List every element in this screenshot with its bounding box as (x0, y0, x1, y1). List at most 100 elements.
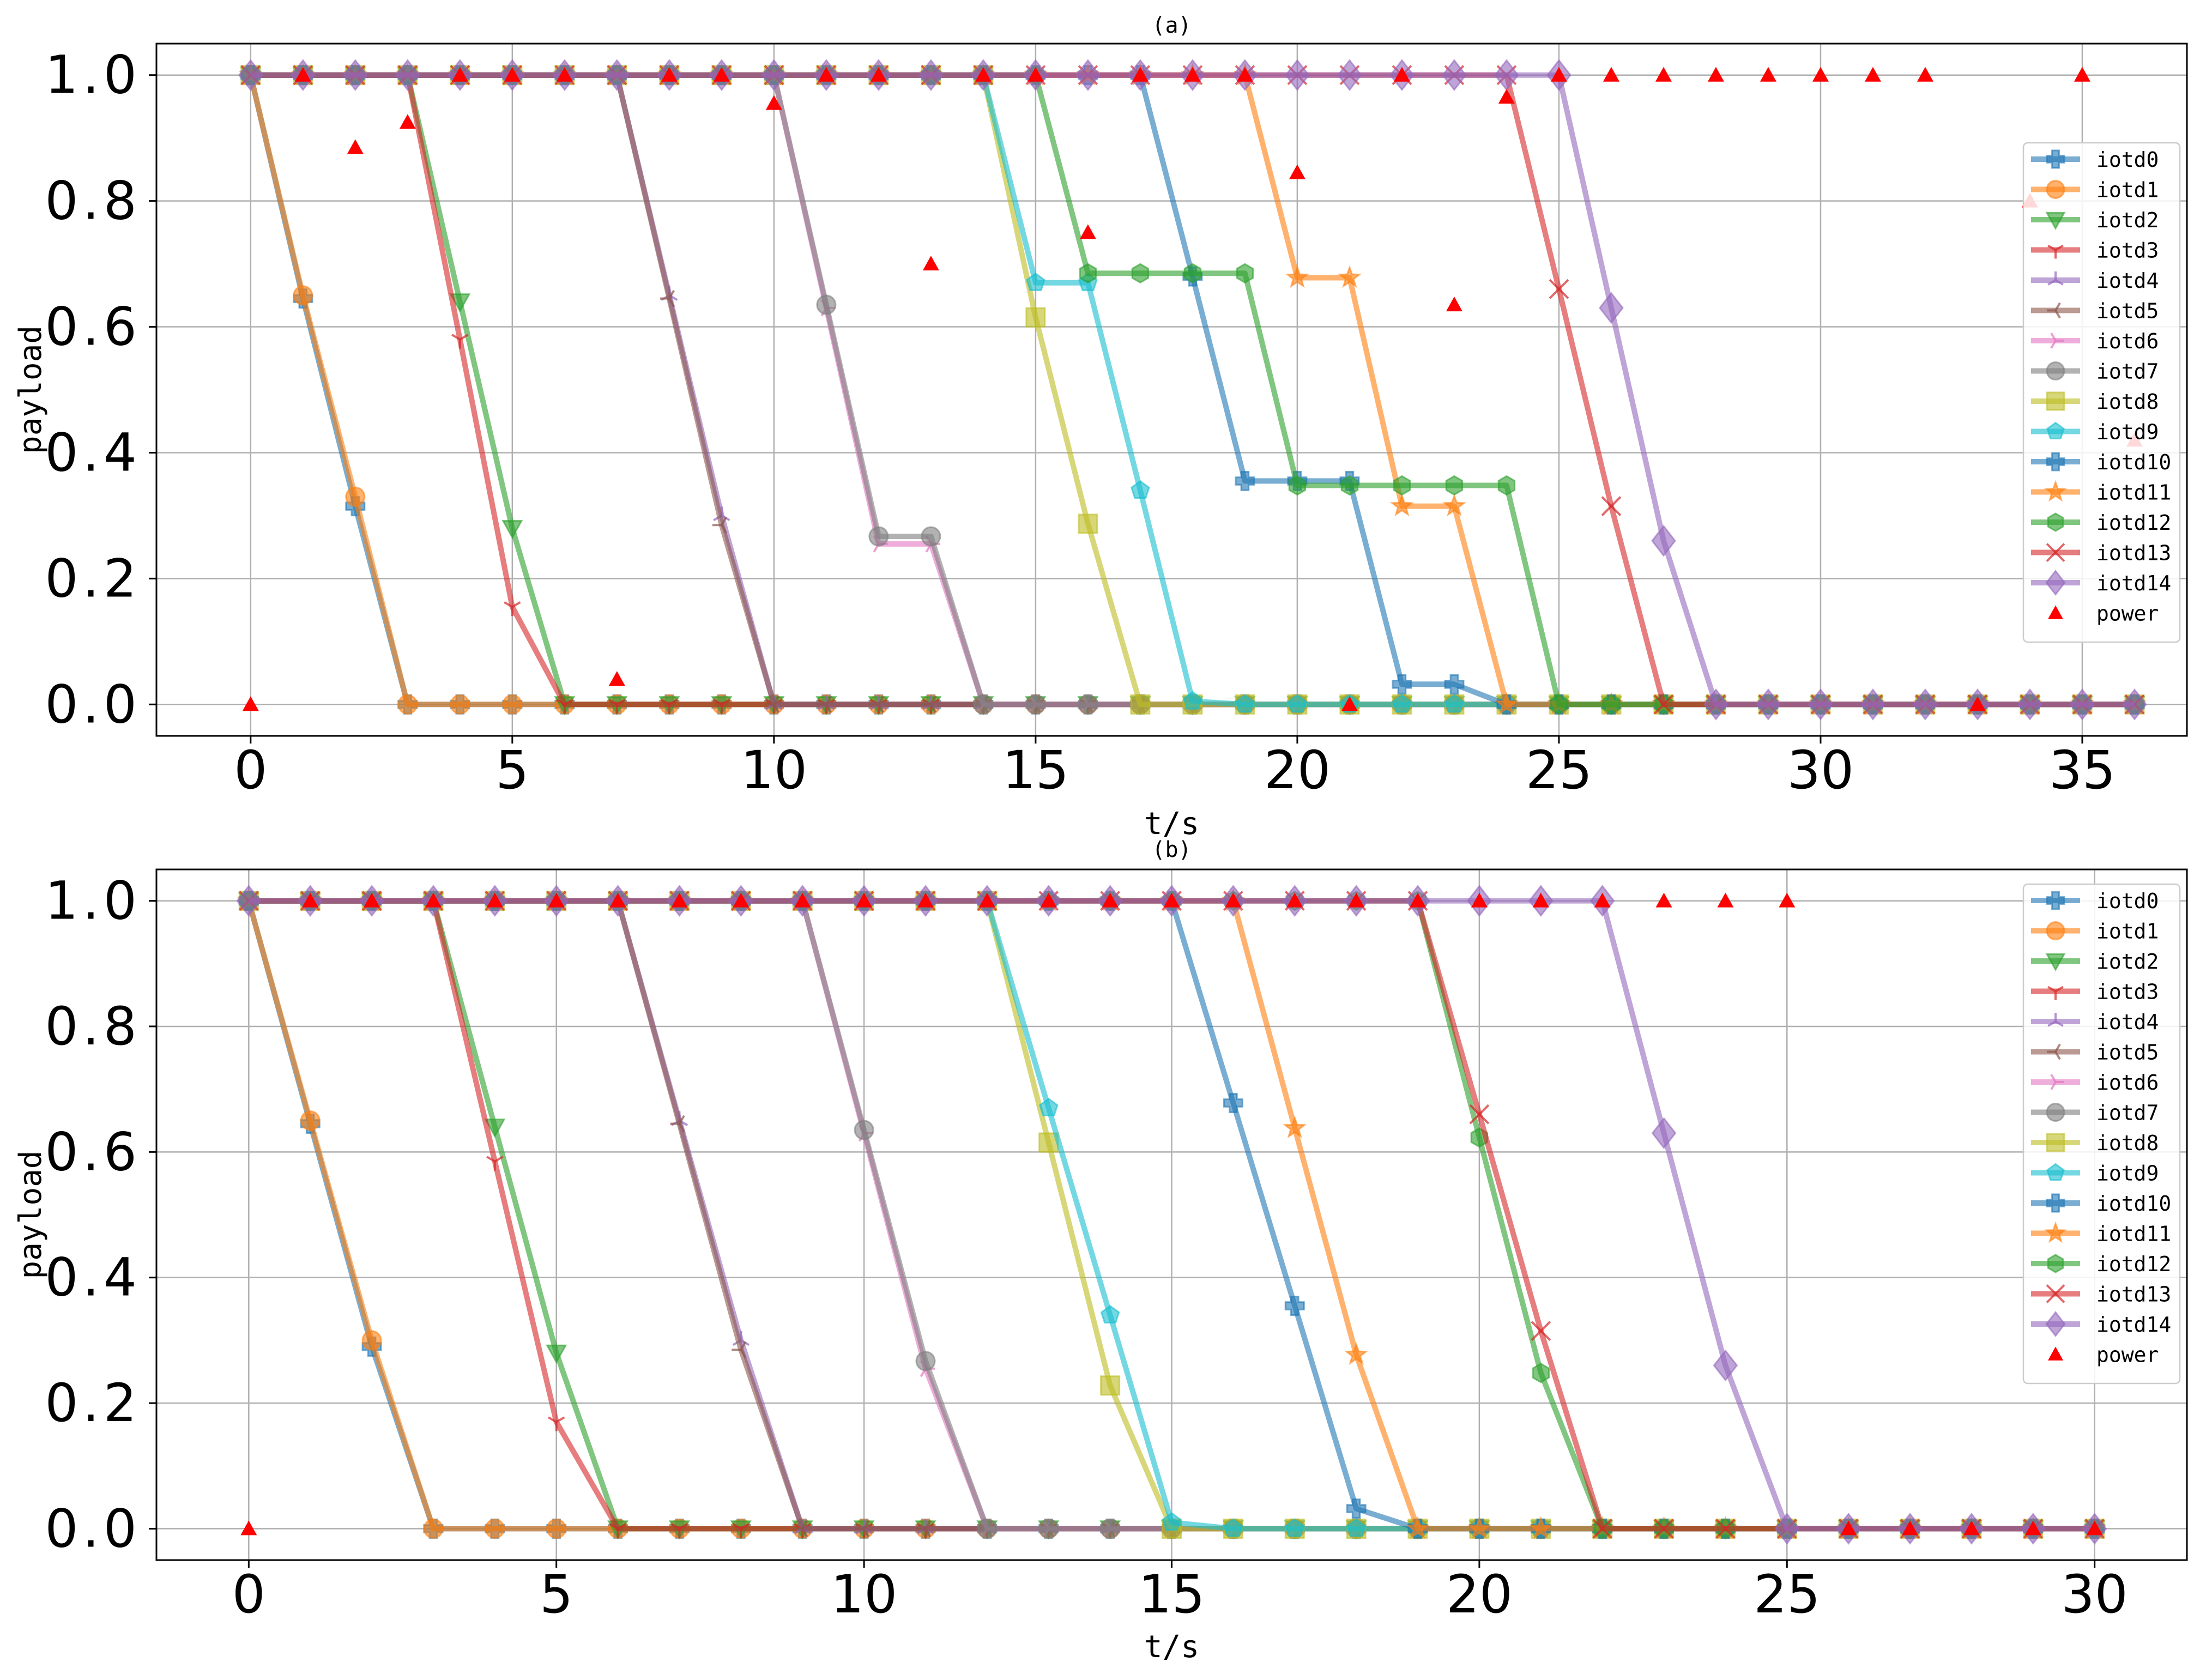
data-point-iotd3 (713, 699, 730, 714)
data-point-iotd14 (1494, 59, 1519, 92)
data-point-iotd12 (1497, 475, 1516, 496)
data-point-iotd1 (293, 285, 313, 306)
data-point-iotd7 (868, 526, 889, 547)
legend-label: iotd7 (2096, 360, 2159, 384)
legend-label: iotd13 (2096, 1283, 2171, 1307)
data-point-power (1840, 1520, 1857, 1536)
series-iotd12 (241, 64, 2144, 715)
data-point-iotd3 (547, 1416, 565, 1431)
data-point-power (1163, 892, 1180, 908)
x-axis-label: t/s (1144, 1629, 1199, 1665)
data-point-power (608, 671, 625, 686)
data-point-iotd8 (1078, 513, 1098, 534)
legend-marker (2047, 1254, 2064, 1273)
legend-marker (2047, 512, 2064, 532)
data-point-power (399, 114, 416, 129)
data-point-iotd7 (1038, 1518, 1059, 1539)
y-tick-label: 0.6 (45, 297, 141, 358)
legend-marker (2044, 1221, 2067, 1243)
legend-item: iotd0 (2031, 889, 2159, 913)
data-point-iotd11 (1406, 1516, 1430, 1539)
chart-title-a: (a) (1152, 13, 1191, 38)
legend-item: iotd1 (2031, 178, 2159, 202)
data-point-power (1286, 892, 1303, 908)
legend-marker (2047, 302, 2061, 319)
data-point-power (294, 67, 311, 82)
series-iotd8 (240, 65, 2145, 715)
legend-marker (2047, 244, 2064, 259)
data-point-iotd11 (1337, 265, 1362, 288)
data-point-iotd3 (486, 1156, 504, 1171)
legend-item: iotd11 (2031, 480, 2171, 505)
x-tick-label: 10 (831, 1564, 897, 1625)
legend-label: iotd2 (2096, 950, 2159, 974)
legend-marker (2046, 421, 2065, 439)
data-point-iotd14 (238, 59, 263, 92)
legend-label: iotd8 (2096, 390, 2159, 414)
data-point-iotd14 (1337, 59, 1362, 92)
series-iotd11 (238, 62, 2147, 715)
x-tick-label: 0 (232, 1564, 265, 1625)
series-layer (238, 59, 2147, 721)
data-point-iotd9 (1287, 694, 1307, 713)
data-point-iotd9 (1025, 272, 1045, 291)
legend-label: iotd4 (2096, 1010, 2159, 1034)
legend-label: iotd3 (2096, 239, 2159, 263)
series-power (242, 67, 2143, 711)
legend-label: iotd0 (2096, 889, 2159, 913)
data-point-iotd12 (1340, 475, 1359, 496)
legend-marker (2046, 891, 2065, 910)
data-point-iotd12 (1532, 1363, 1550, 1383)
series-iotd10 (240, 65, 2145, 715)
y-tick-label: 0.4 (45, 422, 141, 483)
series-line-iotd8 (250, 72, 2135, 708)
data-point-power (548, 892, 565, 908)
data-point-iotd14 (1651, 1117, 1677, 1150)
data-point-iotd14 (1808, 688, 1833, 721)
legend-label: iotd1 (2096, 178, 2159, 202)
data-point-power (1812, 67, 1829, 82)
data-point-iotd3 (504, 601, 521, 617)
grid-lines (156, 869, 2187, 1560)
data-point-power (1040, 892, 1057, 908)
legend-item: iotd9 (2031, 420, 2159, 444)
legend-marker (2046, 180, 2065, 199)
data-point-power (1184, 67, 1201, 82)
data-point-power (856, 892, 873, 908)
legend-item: iotd8 (2031, 390, 2159, 414)
legend-item: iotd12 (2031, 511, 2171, 535)
data-point-iotd14 (1713, 1349, 1738, 1382)
legend-label: power (2096, 1343, 2159, 1367)
data-point-power (1969, 696, 1986, 711)
data-point-power (922, 256, 939, 271)
axes-frame (155, 43, 2188, 737)
data-point-iotd1 (300, 1110, 321, 1131)
data-point-iotd1 (361, 1330, 382, 1351)
legend-label: iotd14 (2096, 1313, 2171, 1337)
legend-label: iotd9 (2096, 420, 2159, 444)
data-point-iotd9 (1392, 694, 1412, 713)
data-point-iotd9 (1444, 694, 1464, 713)
data-point-iotd5 (660, 289, 675, 307)
data-point-iotd1 (485, 1518, 505, 1539)
data-point-iotd8 (1025, 307, 1046, 328)
legend-label: iotd6 (2096, 329, 2159, 353)
legend-marker (2048, 1346, 2063, 1361)
data-point-iotd10 (1223, 1092, 1243, 1113)
data-point-iotd14 (1756, 688, 1781, 721)
data-point-iotd7 (973, 694, 994, 715)
data-point-power (2024, 1520, 2041, 1536)
data-point-iotd14 (1285, 59, 1310, 92)
data-point-iotd14 (1075, 59, 1101, 92)
data-point-iotd13 (1531, 1321, 1551, 1341)
x-tick-label: 5 (540, 1564, 573, 1625)
series-line-iotd3 (250, 72, 2135, 708)
data-point-iotd14 (918, 59, 944, 92)
data-point-iotd14 (1913, 688, 1938, 721)
data-point-iotd7 (1100, 1518, 1121, 1539)
data-point-iotd14 (1442, 59, 1467, 92)
legend-marker (2046, 1163, 2065, 1181)
y-tick-label: 0.0 (45, 674, 141, 735)
data-point-power (1410, 892, 1427, 908)
data-point-iotd12 (1236, 263, 1254, 284)
